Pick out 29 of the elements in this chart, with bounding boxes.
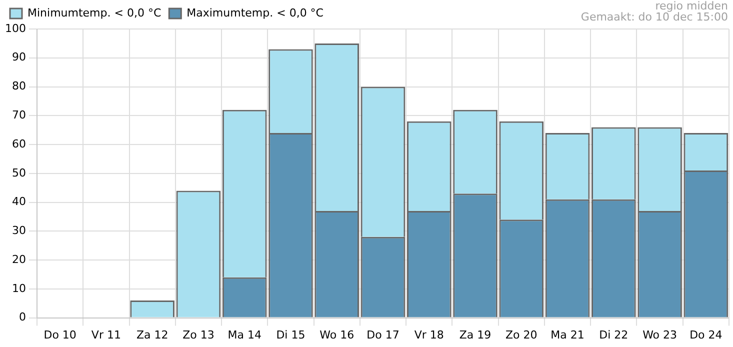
x-tick-label: Za 12	[136, 328, 168, 342]
legend-label: Maximumtemp. < 0,0 °C	[186, 6, 324, 20]
legend-label: Minimumtemp. < 0,0 °C	[28, 6, 162, 20]
y-tick-label: 90	[12, 50, 26, 64]
y-tick-label: 40	[12, 195, 26, 208]
x-tick-label: Ma 21	[550, 328, 584, 342]
x-tick-label: Wo 23	[642, 328, 678, 342]
x-tick-label: Do 24	[690, 328, 722, 342]
x-tick-label: Vr 11	[91, 328, 121, 342]
x-tick-label: Zo 13	[182, 328, 214, 342]
x-tick-label: Do 10	[44, 328, 76, 342]
y-tick-label: 10	[12, 282, 26, 295]
x-tick-label: Ma 14	[228, 328, 262, 342]
y-tick-label: 70	[12, 108, 26, 122]
y-tick-label: 30	[12, 224, 26, 238]
x-tick-label: Zo 20	[506, 328, 538, 342]
y-tick-label: 20	[12, 252, 26, 266]
x-tick-label: Vr 18	[414, 328, 444, 342]
x-tick-label: Di 22	[599, 328, 628, 342]
x-tick-label: Di 15	[276, 328, 306, 342]
y-tick-label: 80	[12, 80, 26, 93]
x-tick-label: Za 19	[459, 328, 492, 342]
y-tick-label: 100	[4, 22, 26, 35]
x-tick-label: Wo 16	[320, 328, 354, 342]
y-tick-label: 0	[18, 310, 26, 324]
y-tick-label: 60	[12, 137, 26, 150]
y-tick-label: 50	[12, 166, 26, 180]
x-tick-label: Do 17	[366, 328, 400, 342]
text: regio midden	[655, 0, 728, 12]
